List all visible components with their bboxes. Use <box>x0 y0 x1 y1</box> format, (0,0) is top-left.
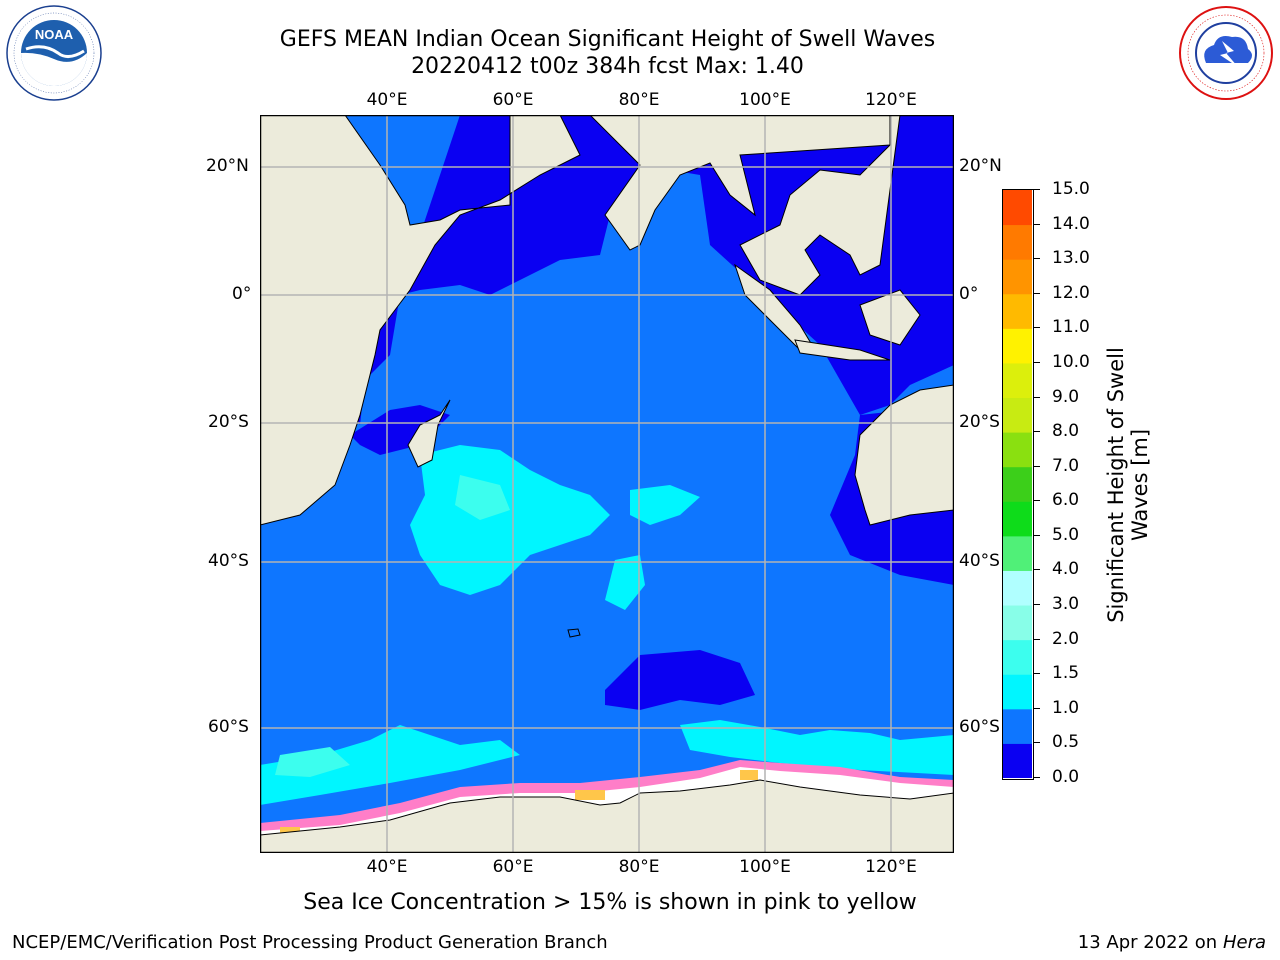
lat-label-left: 60°S <box>208 717 249 737</box>
lon-label-top: 120°E <box>865 90 917 110</box>
colorbar-tick-label: 6.0 <box>1052 490 1080 511</box>
lat-label-right: 60°S <box>959 717 1000 737</box>
colorbar-tick-label: 1.5 <box>1052 663 1080 684</box>
noaa-logo-icon: NOAA <box>6 5 102 101</box>
colorbar-swatch <box>1003 674 1032 710</box>
colorbar-tick <box>1034 742 1040 744</box>
lon-label-top: 40°E <box>366 90 408 110</box>
colorbar-swatch <box>1003 397 1032 433</box>
colorbar-tick-label: 10.0 <box>1052 351 1090 372</box>
colorbar-tick-label: 3.0 <box>1052 594 1080 615</box>
colorbar-tick-label: 15.0 <box>1052 179 1090 199</box>
lat-label-left: 0° <box>232 284 252 304</box>
colorbar-tick-label: 13.0 <box>1052 248 1090 269</box>
colorbar-swatch <box>1003 362 1032 399</box>
colorbar-tick <box>1034 223 1040 225</box>
colorbar <box>1002 189 1034 780</box>
colorbar-swatch <box>1003 535 1032 571</box>
nws-logo-icon <box>1178 5 1274 101</box>
colorbar-swatch <box>1003 743 1032 778</box>
colorbar-tick-label: 12.0 <box>1052 282 1090 303</box>
colorbar-tick-label: 8.0 <box>1052 421 1080 442</box>
swell-patches-light <box>275 475 510 777</box>
colorbar-tick <box>1034 569 1040 571</box>
colorbar-swatch <box>1003 190 1032 226</box>
colorbar-swatch <box>1003 293 1032 329</box>
lon-label-bottom: 120°E <box>865 857 917 877</box>
lat-label-left: 20°N <box>206 156 249 176</box>
colorbar-swatch <box>1003 259 1032 295</box>
colorbar-tick <box>1034 465 1040 467</box>
lat-label-left: 20°S <box>208 412 249 432</box>
low-swell-mozambique <box>350 405 450 455</box>
chart-subtitle: 20220412 t00z 384h fcst Max: 1.40 <box>411 54 804 79</box>
colorbar-tick-label: 5.0 <box>1052 524 1080 545</box>
lon-label-bottom: 100°E <box>739 857 791 877</box>
lon-label-bottom: 80°E <box>618 857 660 877</box>
colorbar-tick <box>1034 431 1040 433</box>
colorbar-swatch <box>1003 639 1032 675</box>
colorbar-tick <box>1034 292 1040 294</box>
colorbar-swatch <box>1003 501 1032 537</box>
colorbar-swatch <box>1003 605 1032 641</box>
colorbar-tick <box>1034 189 1040 190</box>
footer-date: 13 Apr 2022 on Hera <box>1077 932 1266 953</box>
graticule <box>260 115 954 853</box>
lat-label-right: 20°N <box>959 156 1002 176</box>
swell-patches <box>260 445 954 805</box>
lat-label-right: 40°S <box>959 551 1000 571</box>
colorbar-swatch <box>1003 570 1032 606</box>
colorbar-tick <box>1034 777 1040 778</box>
colorbar-tick-label: 11.0 <box>1052 317 1090 338</box>
colorbar-tick <box>1034 500 1040 502</box>
footer-credit: NCEP/EMC/Verification Post Processing Pr… <box>12 932 608 953</box>
colorbar-title: Significant Height of Swell Waves [m] <box>1104 347 1152 623</box>
lon-label-top: 60°E <box>492 90 534 110</box>
colorbar-tick <box>1034 327 1040 329</box>
colorbar-tick-label: 14.0 <box>1052 213 1090 234</box>
svg-text:NOAA: NOAA <box>35 27 74 42</box>
low-swell-south-patch <box>605 650 755 710</box>
colorbar-tick-label: 1.0 <box>1052 697 1080 718</box>
lat-label-left: 40°S <box>208 551 249 571</box>
map-panel <box>259 114 955 854</box>
colorbar-tick-label: 0.5 <box>1052 732 1080 753</box>
colorbar-tick <box>1034 604 1040 606</box>
colorbar-tick-label: 0.0 <box>1052 767 1080 787</box>
lon-label-top: 100°E <box>739 90 791 110</box>
colorbar-tick-label: 2.0 <box>1052 628 1080 649</box>
colorbar-tick-label: 7.0 <box>1052 455 1080 476</box>
lat-label-right: 20°S <box>959 412 1000 432</box>
lon-label-bottom: 40°E <box>366 857 408 877</box>
colorbar-swatch <box>1003 432 1032 468</box>
colorbar-tick <box>1034 534 1040 536</box>
colorbar-swatch <box>1003 708 1032 744</box>
colorbar-tick <box>1034 361 1040 363</box>
colorbar-tick <box>1034 258 1040 260</box>
colorbar-swatch <box>1003 224 1032 260</box>
colorbar-tick <box>1034 638 1040 640</box>
chart-title: GEFS MEAN Indian Ocean Significant Heigh… <box>279 27 936 52</box>
kerguelen-island <box>567 628 581 638</box>
colorbar-swatch <box>1003 328 1032 364</box>
lon-label-bottom: 60°E <box>492 857 534 877</box>
map-canvas <box>259 114 955 854</box>
sea-ice-note: Sea Ice Concentration > 15% is shown in … <box>303 890 917 915</box>
lat-label-right: 0° <box>959 284 979 304</box>
colorbar-tick <box>1034 707 1040 709</box>
lon-label-top: 80°E <box>618 90 660 110</box>
colorbar-swatch <box>1003 466 1032 502</box>
colorbar-tick <box>1034 673 1040 675</box>
colorbar-tick-label: 4.0 <box>1052 559 1080 580</box>
colorbar-tick <box>1034 396 1040 398</box>
colorbar-tick-label: 9.0 <box>1052 386 1080 407</box>
colorbar-swatches <box>1003 190 1032 778</box>
